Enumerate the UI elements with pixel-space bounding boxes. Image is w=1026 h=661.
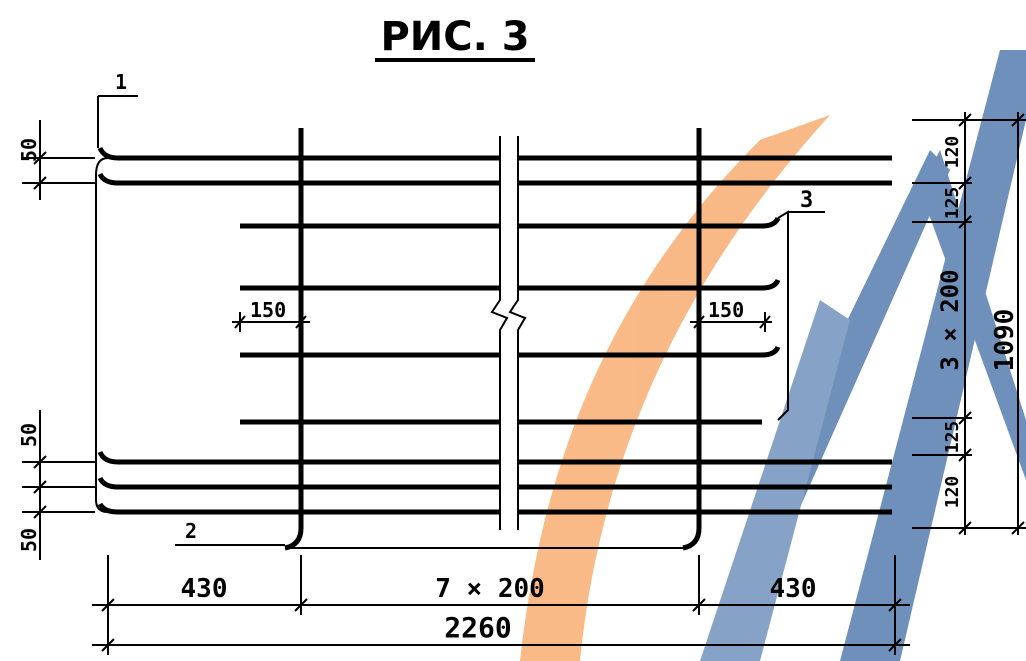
watermark-orange-arc: [520, 115, 830, 661]
dim-3x200: 3 × 200: [936, 269, 964, 370]
dim-150-right: 150: [690, 298, 772, 332]
dim-125-top: 125: [942, 187, 963, 220]
long-bars: [97, 146, 892, 515]
watermark-blue-stroke-3: [920, 150, 1026, 480]
dim-120-top: 120: [942, 136, 963, 169]
dim-50-mid: 50: [17, 423, 41, 447]
dim-125-bottom: 125: [942, 421, 963, 454]
dim-1090: 1090: [990, 309, 1020, 372]
watermark-blue-diagonal: [840, 50, 1026, 661]
break-line: [490, 136, 527, 530]
watermark: [520, 50, 1026, 661]
dim-150-right-label: 150: [708, 298, 744, 322]
callout-1: 1: [97, 70, 138, 148]
dim-50-top: 50: [17, 138, 41, 162]
dim-right: [912, 112, 1026, 535]
short-bars: [240, 216, 781, 425]
callout-2-label: 2: [185, 519, 197, 543]
figure-title: РИС. 3: [380, 14, 529, 60]
dim-7x200: 7 × 200: [435, 574, 545, 604]
dim-50-bottom: 50: [17, 528, 41, 552]
watermark-blue-stroke-2: [700, 300, 850, 661]
dim-2260: 2260: [444, 611, 511, 644]
dim-120-bottom: 120: [942, 476, 963, 509]
left-bent-wire: [95, 157, 109, 513]
dim-bottom: [92, 555, 910, 655]
dim-150-left-label: 150: [250, 298, 286, 322]
dim-430-right: 430: [770, 574, 817, 604]
dim-430-left: 430: [181, 574, 228, 604]
callout-1-label: 1: [115, 70, 127, 94]
callout-3-label: 3: [800, 188, 813, 213]
dim-left: [22, 120, 95, 560]
dim-150-left: 150: [232, 298, 310, 332]
callout-3: 3: [777, 188, 825, 421]
callout-2: 2: [175, 519, 285, 546]
